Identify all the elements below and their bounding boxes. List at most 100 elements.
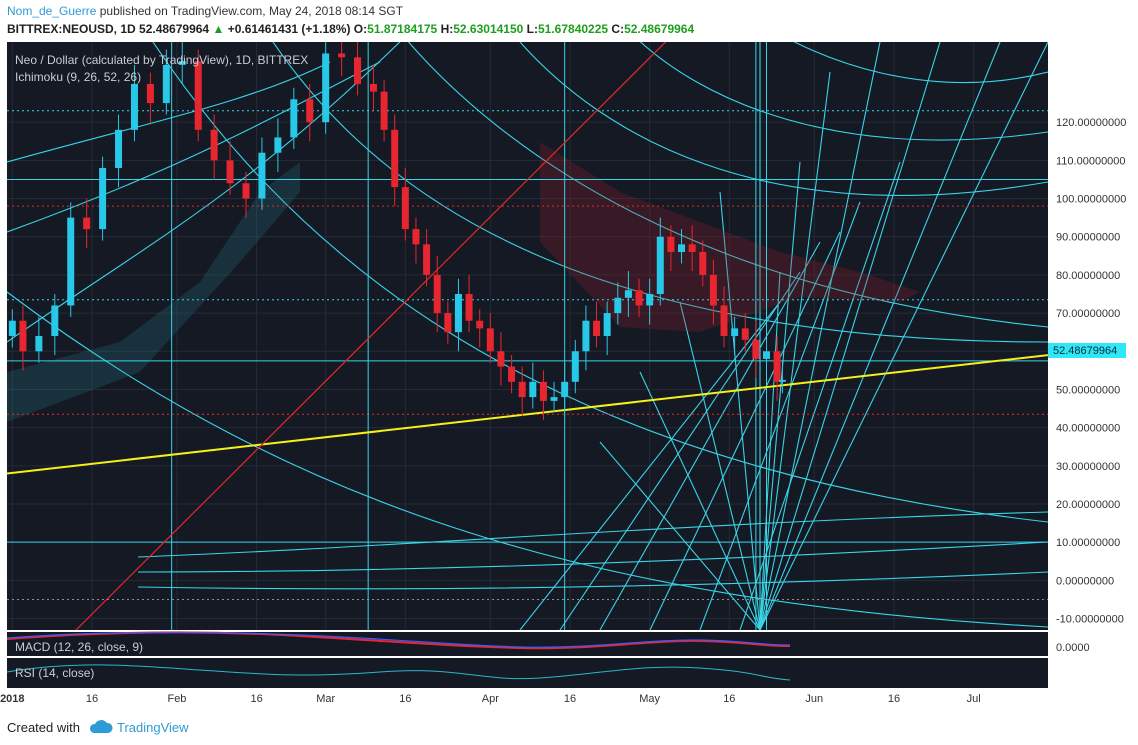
candle-body (778, 379, 786, 382)
candle-body (582, 320, 590, 352)
symbol-line: BITTREX:NEOUSD, 1D 52.48679964 ▲ +0.6146… (7, 22, 694, 36)
fib-arc (793, 42, 1048, 83)
y-tick-label: 80.00000000 (1056, 270, 1120, 282)
candle-body (8, 320, 16, 336)
fib-fan-line (759, 42, 941, 630)
candle-body (763, 351, 771, 359)
y-tick-label: 50.00000000 (1056, 384, 1120, 396)
macd-value: 0.0000 (1056, 642, 1090, 654)
candle-body (380, 91, 388, 130)
ohlc-open: O:51.87184175 (353, 22, 438, 36)
chart-legend-main: Neo / Dollar (calculated by TradingView)… (15, 53, 308, 67)
macd-label: MACD (12, 26, close, 9) (15, 640, 143, 654)
fib-fan-line (759, 271, 781, 630)
time-scale[interactable] (0, 688, 1138, 708)
candle-body (115, 129, 123, 168)
candle-body (391, 129, 399, 188)
fib-fan-line (759, 42, 881, 630)
candle-body (678, 244, 686, 252)
last-price: 52.48679964 (139, 22, 210, 36)
candle-body (274, 137, 282, 153)
price-change: +0.61461431 (+1.18%) (227, 22, 351, 36)
candle-body (603, 313, 611, 336)
candle-body (51, 305, 59, 336)
x-tick-label: Apr (482, 693, 499, 705)
fib-arc (7, 61, 381, 233)
fib-fan-line (759, 42, 1001, 630)
candle-body (635, 290, 643, 306)
x-tick-label: Feb (167, 693, 186, 705)
candle-body (83, 217, 91, 230)
candle-body (486, 328, 494, 352)
x-tick-label: Jun (805, 693, 823, 705)
candle-body (412, 229, 420, 245)
fib-arc (272, 42, 1048, 343)
candle-body (178, 61, 186, 65)
candle-body (19, 320, 27, 352)
candle-body (433, 274, 441, 314)
fib-fan-line (519, 301, 781, 630)
up-triangle-icon: ▲ (212, 22, 225, 36)
fib-fan-line (599, 441, 761, 630)
ichimoku-cloud-bearish (540, 142, 920, 332)
last-price-tag: 52.48679964 (1048, 343, 1126, 358)
candle-body (646, 294, 654, 306)
publish-line: Nom_de_Guerre published on TradingView.c… (7, 4, 403, 18)
x-tick-label: Mar (316, 693, 335, 705)
rsi-line (6, 664, 791, 681)
candle-body (688, 244, 696, 252)
x-tick-label: 2018 (0, 693, 24, 705)
last-price-label: 52.48679964 (1053, 345, 1117, 357)
candle-body (465, 294, 473, 321)
x-tick-label: 16 (564, 693, 576, 705)
candle-body (741, 328, 749, 340)
x-tick-label: 16 (399, 693, 411, 705)
candle-body (67, 217, 75, 306)
fib-arc (519, 42, 1048, 196)
candle-body (571, 351, 579, 382)
fib-fan-line (599, 241, 821, 630)
price-chart[interactable]: 120.00000000 110.00000000 100.00000000 90.0… (0, 42, 1138, 708)
published-text: published on TradingView.com, May 24, 20… (96, 4, 404, 18)
created-with-text: Created with (7, 720, 80, 735)
macd-pane[interactable] (7, 632, 1048, 656)
main-pane[interactable] (7, 42, 1048, 630)
candle-body (99, 168, 107, 230)
candle-body (210, 129, 218, 161)
fib-fan-line (559, 271, 801, 630)
candle-body (624, 290, 632, 298)
y-tick-label: -10.00000000 (1056, 614, 1124, 626)
author-link[interactable]: Nom_de_Guerre (7, 4, 97, 18)
y-tick-label: 20.00000000 (1056, 499, 1120, 511)
chart-header: Nom_de_Guerre published on TradingView.c… (0, 0, 1138, 42)
rsi-pane[interactable] (7, 658, 1048, 688)
tradingview-cloud-icon[interactable] (88, 719, 114, 735)
candle-body (454, 294, 462, 333)
price-scale[interactable] (1048, 42, 1138, 688)
candle-body (550, 397, 558, 401)
tradingview-link[interactable]: TradingView (117, 720, 189, 735)
y-tick-label: 70.00000000 (1056, 308, 1120, 320)
candle-body (667, 236, 675, 252)
candle-body (226, 160, 234, 184)
candle-body (290, 99, 298, 138)
candle-body (194, 61, 202, 130)
y-tick-label: 90.00000000 (1056, 232, 1120, 244)
x-tick-label: May (639, 693, 660, 705)
candle-body (322, 53, 330, 123)
ohlc-low: L:51.67840225 (526, 22, 609, 36)
fib-fan-line (679, 301, 761, 630)
fib-arc (639, 42, 1048, 141)
y-tick-label: 100.00000000 (1056, 194, 1126, 206)
candle-body (539, 381, 547, 401)
y-tick-label: 30.00000000 (1056, 461, 1120, 473)
y-tick-label: 120.00000000 (1056, 117, 1126, 129)
candle-body (656, 236, 664, 294)
symbol-label: BITTREX:NEOUSD, 1D (7, 22, 136, 36)
candle-body (338, 53, 346, 58)
candle-body (242, 183, 250, 199)
candle-body (130, 84, 138, 130)
fib-arc (7, 61, 331, 163)
fib-fan-line (759, 42, 1048, 630)
y-tick-label: 0.00000000 (1056, 575, 1114, 587)
